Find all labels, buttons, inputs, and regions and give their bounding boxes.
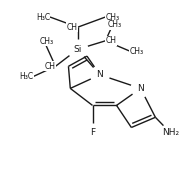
Text: Si: Si (73, 45, 82, 54)
Text: F: F (90, 128, 95, 137)
Text: N: N (137, 84, 144, 93)
Text: CH: CH (67, 23, 78, 32)
Text: H₃C: H₃C (19, 72, 33, 81)
Text: CH₃: CH₃ (39, 37, 53, 46)
Text: NH₂: NH₂ (162, 128, 179, 137)
Text: N: N (97, 70, 103, 79)
Text: H₃C: H₃C (36, 13, 50, 21)
Text: CH: CH (45, 62, 56, 71)
Text: CH: CH (105, 36, 116, 45)
Text: CH₃: CH₃ (130, 47, 144, 55)
Text: CH₃: CH₃ (105, 13, 120, 21)
Text: CH₃: CH₃ (108, 20, 122, 29)
